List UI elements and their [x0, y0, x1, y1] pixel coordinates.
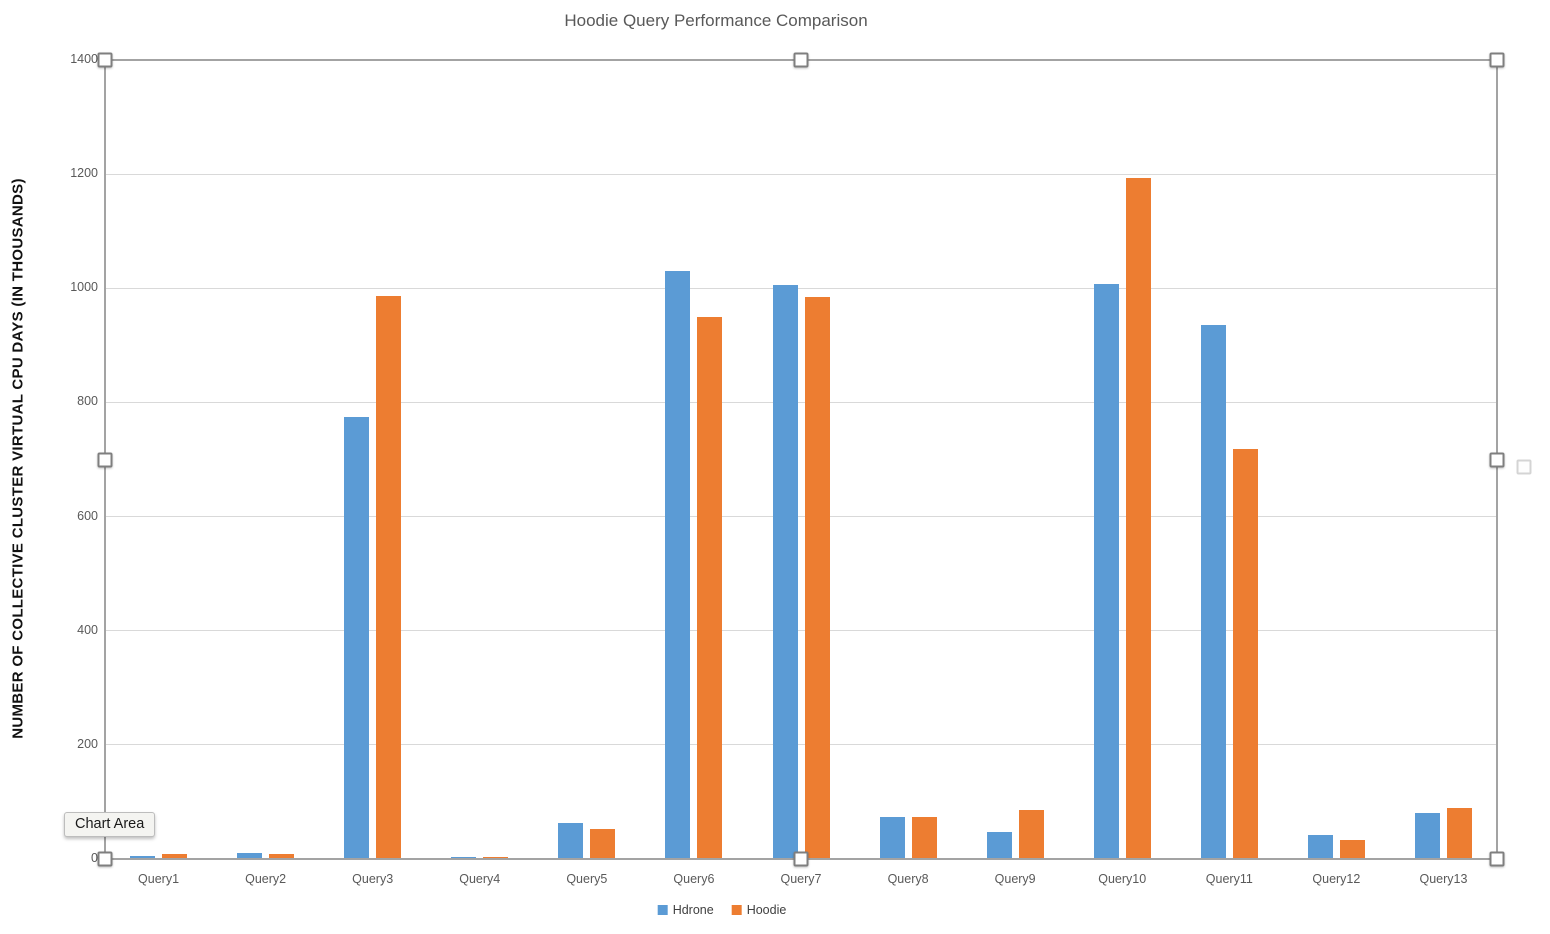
selection-handle-top-right[interactable] — [1489, 52, 1505, 68]
legend-item-hdrone[interactable]: Hdrone — [657, 903, 714, 917]
legend[interactable]: Hdrone Hoodie — [657, 903, 787, 917]
plot-area[interactable] — [105, 59, 1497, 860]
x-category-label-query8: Query8 — [887, 872, 929, 886]
legend-item-hoodie[interactable]: Hoodie — [731, 903, 787, 917]
y-tick-label-0: 0 — [91, 851, 98, 865]
y-tick-label-800: 800 — [77, 394, 98, 409]
x-category-label-query6: Query6 — [673, 872, 715, 886]
bar-hdrone-query1[interactable] — [130, 856, 156, 859]
x-category-label-query2: Query2 — [245, 872, 287, 886]
chart-area-tooltip: Chart Area — [64, 812, 156, 837]
bar-hoodie-query5[interactable] — [590, 829, 616, 859]
x-category-label-query1: Query1 — [138, 872, 180, 886]
bar-hdrone-query13[interactable] — [1414, 812, 1440, 859]
gridline-1200 — [105, 173, 1497, 175]
gridline-400 — [105, 630, 1497, 632]
selection-handle-middle-right[interactable] — [1489, 452, 1505, 468]
outer-chart-handle-clipped[interactable] — [1516, 459, 1532, 475]
selection-handle-top-left[interactable] — [97, 52, 113, 68]
bar-hdrone-query8[interactable] — [879, 816, 905, 859]
x-category-label-query3: Query3 — [352, 872, 394, 886]
y-tick-label-600: 600 — [77, 508, 98, 523]
bar-hoodie-query1[interactable] — [162, 854, 188, 859]
bar-hdrone-query3[interactable] — [344, 416, 370, 859]
bar-hdrone-query4[interactable] — [451, 856, 477, 859]
gridline-1000 — [105, 287, 1497, 289]
x-category-label-query13: Query13 — [1419, 872, 1468, 886]
bar-hoodie-query13[interactable] — [1446, 807, 1472, 859]
legend-label: Hdrone — [672, 903, 714, 917]
selection-handle-middle-left[interactable] — [97, 452, 113, 468]
y-tick-label-1000: 1000 — [70, 280, 98, 295]
x-category-label-query4: Query4 — [459, 872, 501, 886]
bar-hdrone-query9[interactable] — [986, 831, 1012, 859]
x-category-label-query9: Query9 — [994, 872, 1036, 886]
legend-label: Hoodie — [746, 903, 787, 917]
bar-hoodie-query11[interactable] — [1232, 449, 1258, 859]
bar-hdrone-query11[interactable] — [1200, 324, 1226, 859]
selection-handle-bottom-left[interactable] — [97, 851, 113, 867]
bar-hoodie-query10[interactable] — [1125, 177, 1151, 859]
bar-hdrone-query6[interactable] — [665, 270, 691, 859]
bar-hoodie-query9[interactable] — [1018, 809, 1044, 859]
chart-title[interactable]: Hoodie Query Performance Comparison — [564, 11, 868, 30]
bar-hoodie-query12[interactable] — [1339, 839, 1365, 859]
bar-hdrone-query12[interactable] — [1307, 835, 1333, 859]
selection-handle-bottom-right[interactable] — [1489, 851, 1505, 867]
bar-hoodie-query7[interactable] — [804, 296, 830, 859]
bar-hdrone-query2[interactable] — [237, 853, 263, 859]
gridline-200 — [105, 744, 1497, 746]
selection-handle-bottom-center[interactable] — [793, 851, 809, 867]
y-axis-title[interactable]: NUMBER OF COLLECTIVE CLUSTER VIRTUAL CPU… — [9, 178, 27, 739]
bar-hoodie-query2[interactable] — [269, 854, 295, 859]
x-category-label-query12: Query12 — [1312, 872, 1361, 886]
x-category-label-query7: Query7 — [780, 872, 822, 886]
x-category-label-query11: Query11 — [1205, 872, 1253, 886]
bar-hoodie-query6[interactable] — [697, 316, 723, 859]
legend-swatch-icon — [731, 905, 742, 915]
x-category-label-query5: Query5 — [566, 872, 608, 886]
y-tick-label-200: 200 — [77, 736, 98, 751]
bar-hoodie-query4[interactable] — [483, 856, 509, 859]
gridline-800 — [105, 401, 1497, 403]
bar-hdrone-query5[interactable] — [558, 823, 584, 859]
y-tick-label-1200: 1200 — [70, 166, 98, 181]
gridline-600 — [105, 516, 1497, 518]
bar-hdrone-query10[interactable] — [1093, 283, 1119, 859]
bar-hdrone-query7[interactable] — [772, 284, 798, 859]
y-tick-label-400: 400 — [77, 622, 98, 637]
bar-hoodie-query3[interactable] — [376, 295, 402, 859]
selection-handle-top-center[interactable] — [793, 52, 809, 68]
x-category-label-query10: Query10 — [1098, 872, 1147, 886]
y-tick-label-1400: 1400 — [70, 52, 98, 66]
legend-swatch-icon — [657, 905, 668, 915]
bar-hoodie-query8[interactable] — [911, 816, 937, 859]
